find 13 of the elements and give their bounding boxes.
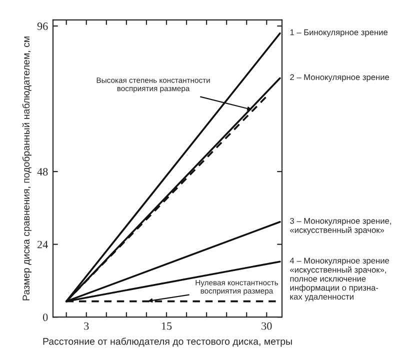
y-axis-title: Размер диска сравнения, подобранный наблюдателем, см [22,36,32,300]
series-label: 1 – Бинокулярное зрение [290,29,388,37]
x-tick-label: 3 [84,322,89,330]
series-label: 4 – Монокулярное зрение «искусственный зрачок», полное исключение информации о призна- ках удаленности [290,258,390,302]
y-tick-label: 0 [43,314,48,322]
series-label: 2 – Монокулярное зрение [290,74,390,82]
x-tick-label: 15 [162,322,172,330]
x-tick-label: 30 [262,322,272,330]
y-tick-label: 48 [37,168,48,176]
series-label: 3 – Монокулярное зрение, «искусственный зрачок» [290,218,391,235]
x-axis-title: Расстояние от наблюдателя до тестового диска, метры [43,338,292,347]
y-tick-label: 24 [38,240,48,248]
y-tick-label: 96 [37,22,48,30]
